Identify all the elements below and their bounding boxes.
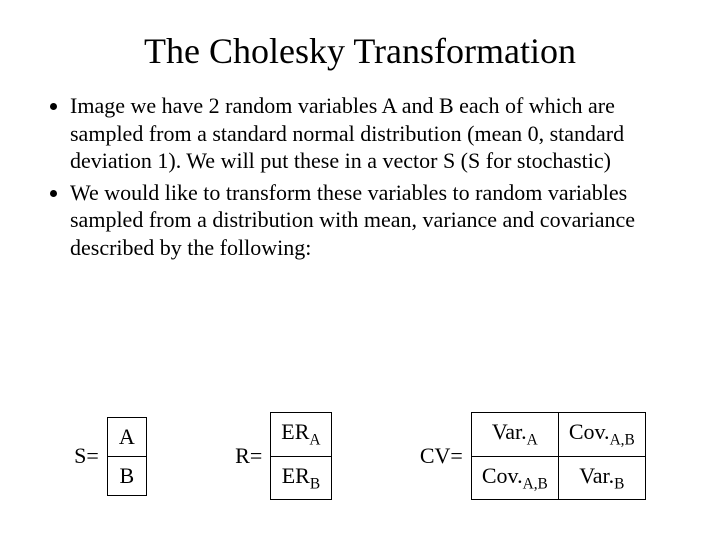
cell-R1: ERB — [270, 457, 331, 500]
label-CV: CV= — [420, 443, 463, 469]
bullet-item: We would like to transform these variabl… — [70, 179, 670, 262]
label-S: S= — [74, 443, 99, 469]
cell-S1: B — [107, 457, 147, 496]
cell-CV10: Cov.A,B — [471, 457, 559, 500]
cv11-pre: Var. — [579, 463, 614, 488]
r1-pre: ER — [282, 463, 310, 488]
matrix-row: S= A B R= ERA ERB CV= Var.A Cov.A,B Cov.… — [0, 412, 720, 500]
cv00-pre: Var. — [492, 419, 527, 444]
vector-R: ERA ERB — [270, 412, 331, 500]
r0-pre: ER — [281, 419, 309, 444]
slide-title: The Cholesky Transformation — [50, 30, 670, 72]
matrix-CV: CV= Var.A Cov.A,B Cov.A,B Var.B — [420, 412, 646, 500]
matrix-R: R= ERA ERB — [235, 412, 331, 500]
cv10-sub: A,B — [523, 475, 548, 492]
r1-sub: B — [310, 475, 320, 492]
cell-CV11: Var.B — [559, 457, 646, 500]
cell-CV00: Var.A — [471, 412, 559, 456]
cv01-sub: A,B — [610, 432, 635, 449]
cv11-sub: B — [614, 475, 624, 492]
cv10-pre: Cov. — [482, 463, 523, 488]
matrix-S: S= A B — [74, 417, 147, 496]
cell-CV01: Cov.A,B — [559, 412, 646, 456]
cell-R0: ERA — [270, 412, 331, 456]
r0-sub: A — [309, 432, 320, 449]
bullet-item: Image we have 2 random variables A and B… — [70, 92, 670, 175]
cv00-sub: A — [527, 432, 538, 449]
cv01-pre: Cov. — [569, 419, 610, 444]
bullet-list: Image we have 2 random variables A and B… — [70, 92, 670, 261]
cell-S0: A — [107, 417, 147, 457]
label-R: R= — [235, 443, 262, 469]
grid-CV: Var.A Cov.A,B Cov.A,B Var.B — [471, 412, 646, 500]
vector-S: A B — [107, 417, 147, 496]
